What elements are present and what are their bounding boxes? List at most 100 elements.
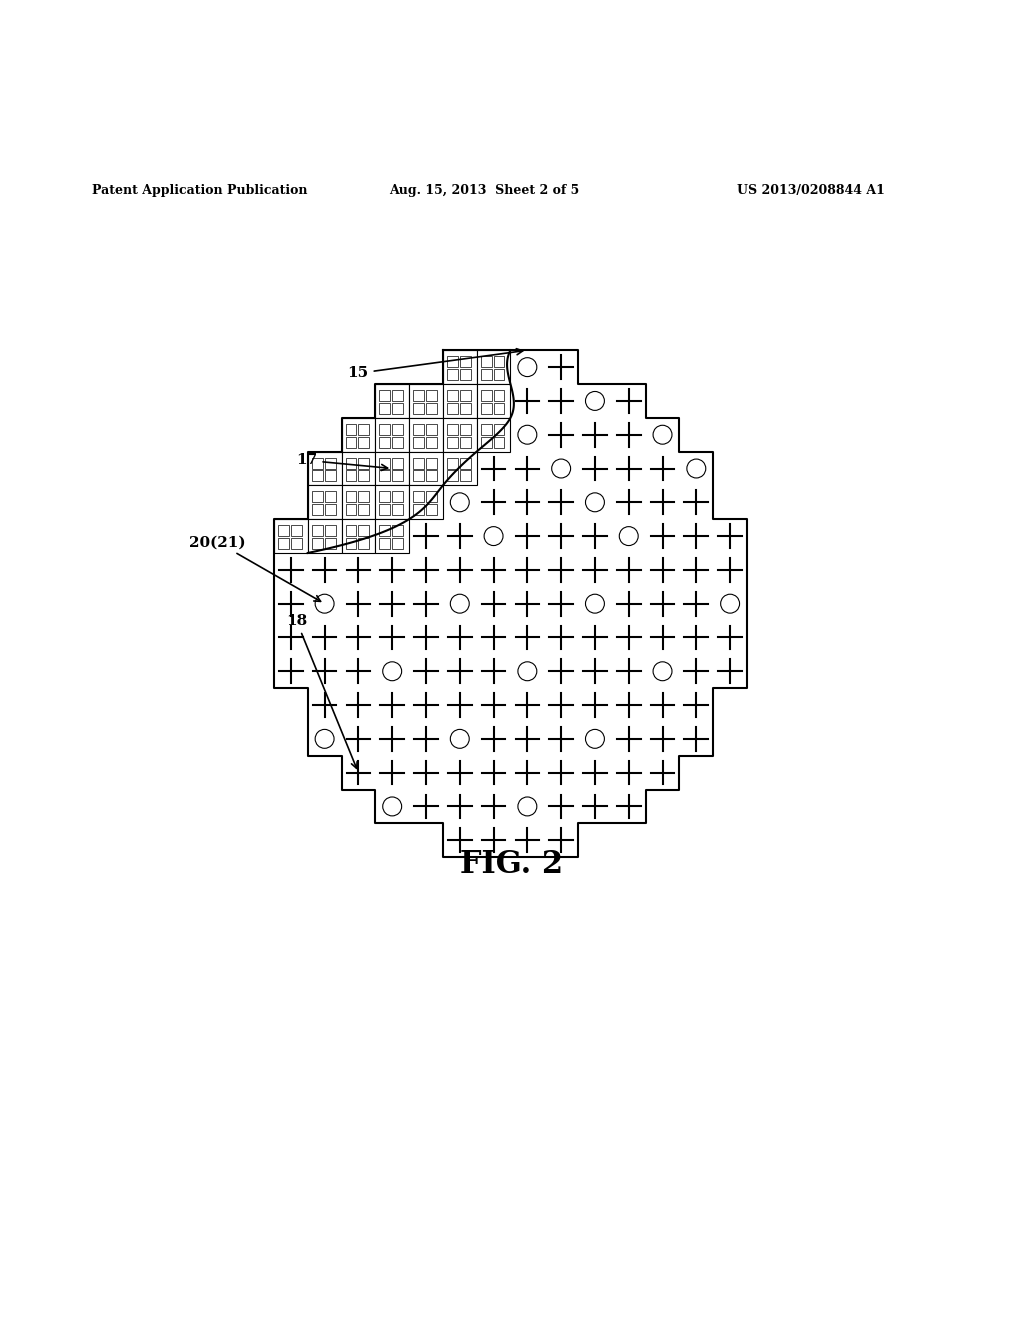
Bar xyxy=(375,451,410,486)
Circle shape xyxy=(620,527,638,545)
Bar xyxy=(494,424,505,434)
Bar xyxy=(345,525,356,536)
Bar xyxy=(358,491,370,503)
Bar xyxy=(480,403,492,413)
Bar xyxy=(345,424,356,434)
Circle shape xyxy=(721,594,739,614)
Bar xyxy=(426,470,437,482)
Bar xyxy=(446,370,458,380)
Bar xyxy=(345,504,356,515)
Bar xyxy=(413,389,424,401)
Bar xyxy=(375,519,410,553)
Bar xyxy=(426,403,437,413)
Bar xyxy=(413,403,424,413)
Circle shape xyxy=(484,527,503,545)
Bar xyxy=(311,525,323,536)
Circle shape xyxy=(451,492,469,512)
Bar xyxy=(460,424,471,434)
Bar xyxy=(379,470,390,482)
Bar xyxy=(392,539,403,549)
Bar xyxy=(358,424,370,434)
Bar xyxy=(379,504,390,515)
Bar xyxy=(307,519,342,553)
Circle shape xyxy=(586,392,604,411)
Bar xyxy=(426,491,437,503)
Circle shape xyxy=(315,730,334,748)
Bar xyxy=(379,491,390,503)
Bar xyxy=(460,389,471,401)
Bar xyxy=(410,418,442,451)
Bar xyxy=(426,424,437,434)
Bar xyxy=(410,451,442,486)
Bar xyxy=(442,350,477,384)
Bar xyxy=(392,403,403,413)
Bar xyxy=(413,424,424,434)
Circle shape xyxy=(383,661,401,681)
Bar xyxy=(392,504,403,515)
Bar xyxy=(426,437,437,447)
Circle shape xyxy=(315,594,334,614)
Bar xyxy=(392,458,403,469)
Text: Aug. 15, 2013  Sheet 2 of 5: Aug. 15, 2013 Sheet 2 of 5 xyxy=(389,183,580,197)
Bar xyxy=(446,389,458,401)
Bar xyxy=(379,458,390,469)
Bar xyxy=(311,470,323,482)
Bar xyxy=(311,491,323,503)
Bar xyxy=(307,486,342,519)
Bar xyxy=(278,539,289,549)
Bar xyxy=(477,384,510,418)
Bar xyxy=(379,403,390,413)
Bar xyxy=(494,437,505,447)
Bar xyxy=(358,437,370,447)
Circle shape xyxy=(586,594,604,614)
Bar xyxy=(342,486,375,519)
Bar xyxy=(413,491,424,503)
Text: 17: 17 xyxy=(296,453,387,470)
Circle shape xyxy=(687,459,706,478)
Bar xyxy=(291,525,302,536)
Bar xyxy=(480,424,492,434)
Circle shape xyxy=(518,661,537,681)
Bar xyxy=(345,491,356,503)
Bar xyxy=(460,356,471,367)
Bar xyxy=(274,519,307,553)
Bar xyxy=(460,403,471,413)
Bar xyxy=(345,458,356,469)
Bar xyxy=(480,437,492,447)
Text: US 2013/0208844 A1: US 2013/0208844 A1 xyxy=(737,183,885,197)
Bar xyxy=(460,470,471,482)
Bar xyxy=(480,356,492,367)
Circle shape xyxy=(518,425,537,445)
Bar xyxy=(325,525,336,536)
Bar xyxy=(442,451,477,486)
Text: Patent Application Publication: Patent Application Publication xyxy=(92,183,307,197)
Bar xyxy=(494,403,505,413)
Bar xyxy=(413,504,424,515)
Circle shape xyxy=(586,492,604,512)
Text: 18: 18 xyxy=(286,614,357,768)
Bar xyxy=(410,384,442,418)
Circle shape xyxy=(518,358,537,376)
Bar xyxy=(379,525,390,536)
Circle shape xyxy=(653,425,672,445)
Bar xyxy=(358,470,370,482)
Bar xyxy=(477,418,510,451)
Bar xyxy=(375,486,410,519)
Bar xyxy=(291,539,302,549)
Bar xyxy=(426,504,437,515)
Text: 15: 15 xyxy=(347,348,523,380)
Bar xyxy=(392,437,403,447)
Text: 20(21): 20(21) xyxy=(189,535,321,602)
Bar xyxy=(494,356,505,367)
Bar xyxy=(358,539,370,549)
Bar xyxy=(311,458,323,469)
Bar xyxy=(446,437,458,447)
Circle shape xyxy=(586,730,604,748)
Bar xyxy=(325,504,336,515)
Bar xyxy=(325,458,336,469)
Bar xyxy=(345,539,356,549)
Bar xyxy=(460,370,471,380)
Bar xyxy=(446,403,458,413)
Bar xyxy=(375,418,410,451)
Bar xyxy=(307,451,342,486)
